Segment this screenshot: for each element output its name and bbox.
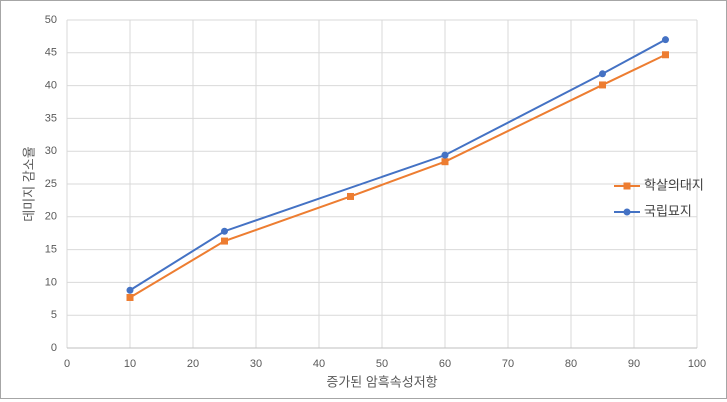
x-tick-label: 10 [124, 358, 136, 370]
y-tick-label: 25 [45, 178, 57, 190]
y-tick-label: 10 [45, 276, 57, 288]
y-tick-label: 5 [51, 309, 57, 321]
y-tick-label: 45 [45, 47, 57, 59]
y-tick-label: 35 [45, 112, 57, 124]
y-tick-label: 0 [51, 342, 57, 354]
legend-label: 국립묘지 [644, 203, 692, 218]
y-tick-label: 50 [45, 14, 57, 26]
y-axis-title: 데미지 감소율 [21, 146, 36, 221]
y-tick-label: 15 [45, 244, 57, 256]
data-point [126, 286, 134, 294]
legend-label: 학살의대지 [644, 177, 704, 192]
data-point [347, 192, 354, 200]
data-point [221, 237, 228, 245]
x-tick-label: 80 [565, 358, 577, 370]
data-point [662, 36, 669, 44]
data-point [599, 70, 606, 78]
x-axis-title: 증가된 암흑속성저항 [326, 374, 437, 389]
x-tick-label: 20 [187, 358, 199, 370]
legend-marker [623, 182, 631, 190]
data-point [599, 81, 606, 89]
y-tick-label: 30 [45, 145, 57, 157]
data-point [221, 227, 228, 235]
x-tick-label: 50 [376, 358, 388, 370]
data-point [662, 51, 669, 59]
y-tick-label: 40 [45, 80, 57, 92]
x-tick-label: 0 [64, 358, 70, 370]
x-tick-label: 60 [439, 358, 451, 370]
legend-marker [623, 208, 631, 216]
x-tick-label: 70 [502, 358, 514, 370]
x-tick-label: 40 [313, 358, 325, 370]
data-point [126, 293, 134, 301]
x-tick-label: 30 [250, 358, 262, 370]
y-tick-label: 20 [45, 211, 57, 223]
series-line [129, 53, 666, 299]
x-tick-label: 90 [628, 358, 640, 370]
data-point [441, 158, 449, 166]
data-point [441, 151, 449, 159]
x-tick-label: 100 [688, 358, 706, 370]
